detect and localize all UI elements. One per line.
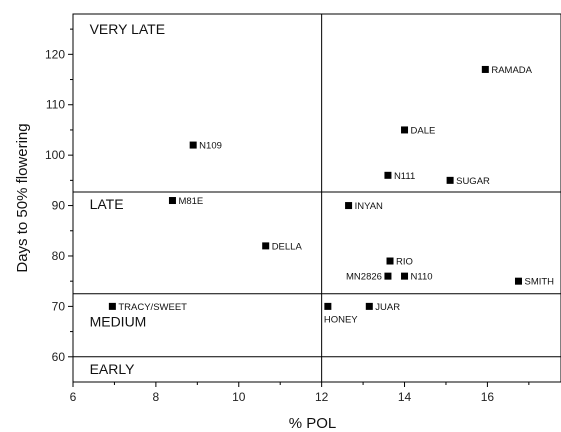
x-tick-label: 12 — [315, 390, 329, 404]
point-label: INYAN — [355, 201, 383, 212]
square-marker — [324, 302, 332, 310]
x-tick-label: 8 — [153, 390, 160, 404]
point-label: DELLA — [272, 241, 303, 252]
x-axis-ticks: 6 8 10 12 14 16 — [70, 382, 530, 404]
square-marker — [384, 171, 392, 179]
point-label: N111 — [394, 171, 415, 182]
y-tick-label: 60 — [52, 350, 66, 364]
square-marker — [345, 202, 353, 210]
point-label: SUGAR — [456, 176, 490, 187]
y-tick-label: 100 — [45, 148, 65, 162]
x-axis-title: % POL — [289, 415, 337, 432]
square-marker — [168, 197, 176, 205]
data-point: DELLA — [262, 241, 302, 252]
square-marker — [386, 257, 394, 265]
point-label: SMITH — [524, 277, 554, 288]
x-tick-label: 14 — [398, 390, 412, 404]
y-axis-title: Days to 50% flowering — [14, 123, 31, 272]
point-label: JUAR — [375, 302, 400, 313]
x-tick-label: 6 — [70, 390, 77, 404]
square-marker — [446, 176, 454, 184]
point-label: N109 — [199, 141, 222, 152]
square-marker — [108, 302, 116, 310]
data-points: RAMADA DALE N109 N111 SUGAR M81E INYAN DELLA RIO… — [108, 65, 554, 325]
y-tick-label: 120 — [45, 47, 65, 61]
square-marker — [514, 277, 522, 285]
region-label: LATE — [90, 196, 124, 212]
data-point: M81E — [168, 196, 203, 207]
data-point: RIO — [386, 257, 413, 268]
data-point: INYAN — [345, 201, 383, 212]
square-marker — [401, 272, 409, 280]
data-point: N111 — [384, 171, 415, 182]
point-label: RIO — [396, 257, 413, 268]
y-tick-label: 90 — [52, 199, 66, 213]
square-marker — [262, 242, 270, 250]
data-point: MN2826 — [346, 272, 392, 283]
data-point: HONEY — [324, 302, 358, 325]
y-tick-label: 110 — [46, 98, 65, 112]
region-label: EARLY — [90, 361, 136, 377]
point-label: HONEY — [324, 314, 358, 325]
x-tick-label: 16 — [481, 390, 495, 404]
point-label: N110 — [411, 272, 433, 283]
point-label: M81E — [178, 196, 203, 207]
x-tick-label: 10 — [232, 390, 246, 404]
data-point: DALE — [401, 125, 435, 136]
square-marker — [401, 126, 409, 134]
point-label: TRACY/SWEET — [118, 302, 187, 313]
data-point: RAMADA — [481, 65, 533, 76]
point-label: RAMADA — [491, 65, 532, 76]
plot-area: VERY LATE LATE MEDIUM EARLY 6 8 10 12 14 16 60 70… — [45, 13, 561, 404]
data-point: N109 — [189, 141, 222, 152]
y-tick-label: 80 — [52, 249, 66, 263]
plot-frame — [72, 13, 561, 383]
square-marker — [384, 272, 392, 280]
region-label: MEDIUM — [90, 314, 147, 330]
point-label: MN2826 — [346, 272, 382, 283]
region-labels: VERY LATE LATE MEDIUM EARLY — [90, 21, 165, 377]
reference-lines — [73, 14, 561, 382]
square-marker — [365, 302, 373, 310]
data-point: JUAR — [365, 302, 400, 313]
region-label: VERY LATE — [90, 21, 165, 37]
data-point: N110 — [401, 272, 433, 283]
y-tick-label: 70 — [52, 299, 66, 313]
data-point: SMITH — [514, 277, 554, 288]
point-label: DALE — [411, 125, 436, 136]
square-marker — [189, 141, 197, 149]
data-point: SUGAR — [446, 176, 490, 187]
data-point: TRACY/SWEET — [108, 302, 187, 313]
y-axis-ticks: 60 70 80 90 100 110 120 — [45, 28, 73, 364]
square-marker — [481, 65, 489, 73]
